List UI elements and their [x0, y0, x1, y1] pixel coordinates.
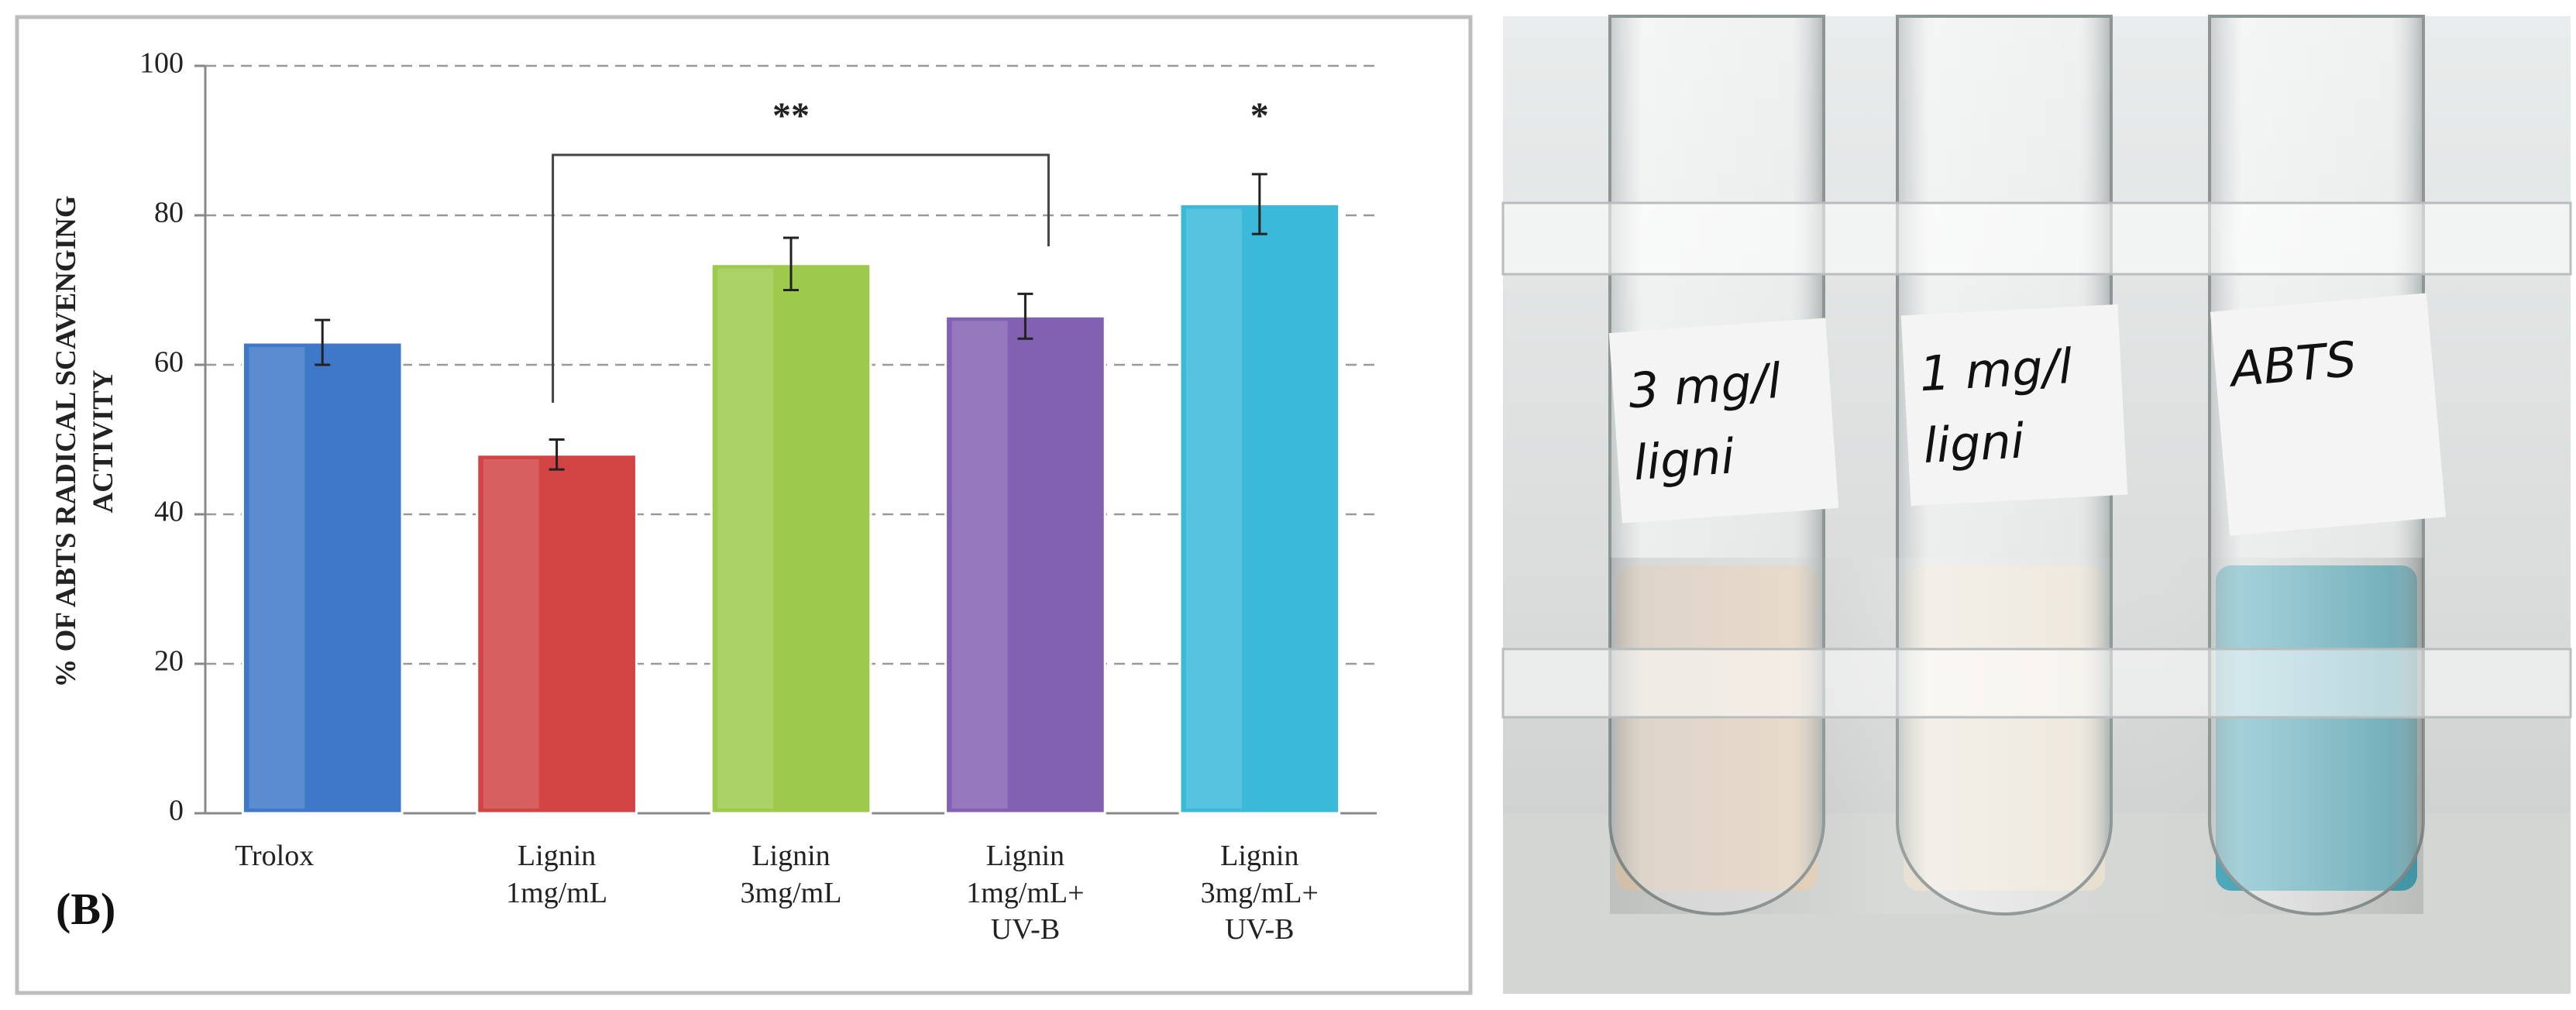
x-tick-label: Trolox	[235, 840, 315, 872]
panel-label: (B)	[56, 884, 116, 934]
annotation: *	[1250, 95, 1269, 136]
rack-bar	[1501, 201, 2572, 276]
tube-label: ABTS	[2210, 293, 2447, 536]
bar-highlight	[483, 459, 539, 809]
photo	[1501, 15, 2572, 994]
x-tick-label: Lignin 3mg/mL+ UV-B	[1200, 840, 1319, 946]
y-tick-label: 40	[154, 496, 184, 528]
error-bar	[549, 438, 565, 471]
error-bar	[1017, 292, 1033, 340]
error-bar	[783, 236, 799, 291]
x-tick-label: Lignin 3mg/mL	[740, 840, 842, 909]
y-tick-label: 100	[139, 47, 184, 80]
y-tick-label: 80	[154, 197, 184, 229]
y-tick-label: 0	[169, 795, 184, 827]
rack-bar	[1501, 648, 2572, 719]
bar-highlight	[1185, 208, 1242, 809]
y-tick-label: 60	[154, 346, 184, 379]
bar-highlight	[249, 347, 305, 809]
error-bar	[1251, 173, 1267, 235]
x-tick-label: Lignin 1mg/mL	[506, 840, 608, 909]
y-axis-title: % OF ABTS RADICAL SCAVENGING ACTIVITY	[50, 195, 119, 688]
tube-label: 1 mg/l ligni	[1900, 304, 2128, 507]
bar	[476, 453, 638, 815]
bar	[710, 263, 872, 815]
x-tick-label: Lignin 1mg/mL+ UV-B	[966, 840, 1085, 946]
error-bar	[315, 318, 331, 366]
annotation: **	[772, 95, 810, 136]
bar	[944, 314, 1106, 815]
bar-highlight	[951, 321, 1008, 809]
significance-bracket	[552, 153, 1050, 403]
bar-highlight	[717, 268, 774, 809]
tube-shade	[1610, 558, 2423, 914]
tube-label: 3 mg/l ligni	[1608, 318, 1839, 524]
bar	[1178, 203, 1341, 815]
bar	[241, 341, 404, 815]
y-tick-label: 20	[154, 645, 184, 678]
